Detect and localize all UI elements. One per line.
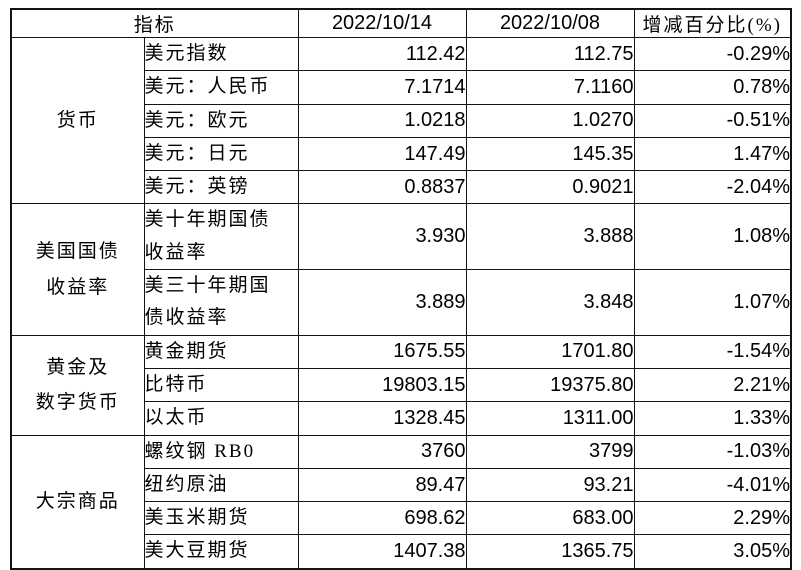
header-date-previous: 2022/10/08 xyxy=(465,8,635,38)
indicator-label: 美元：人民币 xyxy=(143,70,299,105)
value-previous: 0.9021 xyxy=(465,170,635,205)
indicator-label: 纽约原油 xyxy=(143,467,299,503)
value-current: 1675.55 xyxy=(297,334,467,369)
table-row: 货币 美元指数 112.42 112.75 -0.29% xyxy=(10,36,792,205)
table-row: 美元：英镑 0.8837 0.9021 -2.04% xyxy=(11,170,792,205)
value-change: 1.07% xyxy=(633,269,792,336)
indicator-label: 螺纹钢 RB0 xyxy=(143,434,299,469)
table-row: 美三十年期国 债收益率 3.889 3.848 1.07% xyxy=(11,269,792,336)
value-current: 0.8837 xyxy=(297,170,467,205)
value-change: -0.51% xyxy=(633,103,792,138)
table-row: 比特币 19803.15 19375.80 2.21% xyxy=(11,367,792,403)
indicator-label: 比特币 xyxy=(143,367,299,403)
table-row: 美元：日元 147.49 145.35 1.47% xyxy=(11,136,792,172)
value-change: -4.01% xyxy=(633,467,792,503)
indicator-label: 以太币 xyxy=(143,401,299,436)
value-previous: 3799 xyxy=(465,434,635,469)
table-row: 以太币 1328.45 1311.00 1.33% xyxy=(11,401,792,436)
value-change: 1.33% xyxy=(633,401,792,436)
value-current: 3760 xyxy=(297,434,467,469)
value-change: 1.47% xyxy=(633,136,792,172)
value-change: 0.78% xyxy=(633,70,792,105)
indicator-label: 美玉米期货 xyxy=(143,501,299,536)
value-current: 698.62 xyxy=(297,501,467,536)
group-cell-us-treasury-yield: 美国国债 收益率 xyxy=(10,203,145,336)
value-previous: 683.00 xyxy=(465,501,635,536)
table-row: 纽约原油 89.47 93.21 -4.01% xyxy=(11,467,792,503)
table-row: 大宗商品 螺纹钢 RB0 3760 3799 -1.03% xyxy=(10,434,792,570)
header-indicator: 指标 xyxy=(10,8,299,38)
value-current: 1328.45 xyxy=(297,401,467,436)
value-change: -1.03% xyxy=(633,434,792,469)
value-current: 1.0218 xyxy=(297,103,467,138)
value-previous: 112.75 xyxy=(465,36,635,72)
value-change: -2.04% xyxy=(633,170,792,205)
value-previous: 1.0270 xyxy=(465,103,635,138)
value-previous: 145.35 xyxy=(465,136,635,172)
value-previous: 1365.75 xyxy=(465,534,635,570)
value-change: 2.29% xyxy=(633,501,792,536)
header-date-current: 2022/10/14 xyxy=(297,8,467,38)
page: 指标 2022/10/14 2022/10/08 增减百分比(%) 货币 美元指… xyxy=(10,8,792,570)
indicator-label: 美元：日元 xyxy=(143,136,299,172)
indicator-label: 美三十年期国 债收益率 xyxy=(143,269,299,336)
value-change: 2.21% xyxy=(633,367,792,403)
header-change-percent: 增减百分比(%) xyxy=(633,8,792,38)
indicator-label: 美元：英镑 xyxy=(143,170,299,205)
indicator-label: 美元：欧元 xyxy=(143,103,299,138)
value-current: 19803.15 xyxy=(297,367,467,403)
table-header-row: 指标 2022/10/14 2022/10/08 增减百分比(%) xyxy=(10,8,792,38)
value-current: 89.47 xyxy=(297,467,467,503)
value-change: 3.05% xyxy=(633,534,792,570)
value-previous: 19375.80 xyxy=(465,367,635,403)
group-cell-currency: 货币 xyxy=(10,36,145,205)
value-change: -0.29% xyxy=(633,36,792,72)
value-previous: 3.848 xyxy=(465,269,635,336)
value-current: 3.889 xyxy=(297,269,467,336)
table-row: 黄金及 数字货币 黄金期货 1675.55 1701.80 -1.54% xyxy=(10,334,792,436)
indicator-label: 美十年期国债 收益率 xyxy=(143,203,299,271)
group-cell-gold-and-digital-currency: 黄金及 数字货币 xyxy=(10,334,145,436)
table-row: 美玉米期货 698.62 683.00 2.29% xyxy=(11,501,792,536)
value-current: 1407.38 xyxy=(297,534,467,570)
indicators-table: 指标 2022/10/14 2022/10/08 增减百分比(%) 货币 美元指… xyxy=(10,8,792,570)
indicator-label: 美大豆期货 xyxy=(143,534,299,570)
value-current: 112.42 xyxy=(297,36,467,72)
value-previous: 1701.80 xyxy=(465,334,635,369)
value-current: 3.930 xyxy=(297,203,467,271)
value-previous: 1311.00 xyxy=(465,401,635,436)
value-previous: 93.21 xyxy=(465,467,635,503)
table-row: 美元：欧元 1.0218 1.0270 -0.51% xyxy=(11,103,792,138)
value-current: 7.1714 xyxy=(297,70,467,105)
value-previous: 7.1160 xyxy=(465,70,635,105)
value-current: 147.49 xyxy=(297,136,467,172)
indicator-label: 美元指数 xyxy=(143,36,299,72)
table-row: 美元：人民币 7.1714 7.1160 0.78% xyxy=(11,70,792,105)
indicator-label: 黄金期货 xyxy=(143,334,299,369)
value-change: 1.08% xyxy=(633,203,792,271)
value-change: -1.54% xyxy=(633,334,792,369)
group-cell-commodities: 大宗商品 xyxy=(10,434,145,570)
table-row: 美国国债 收益率 美十年期国债 收益率 3.930 3.888 1.08% xyxy=(10,203,792,336)
value-previous: 3.888 xyxy=(465,203,635,271)
